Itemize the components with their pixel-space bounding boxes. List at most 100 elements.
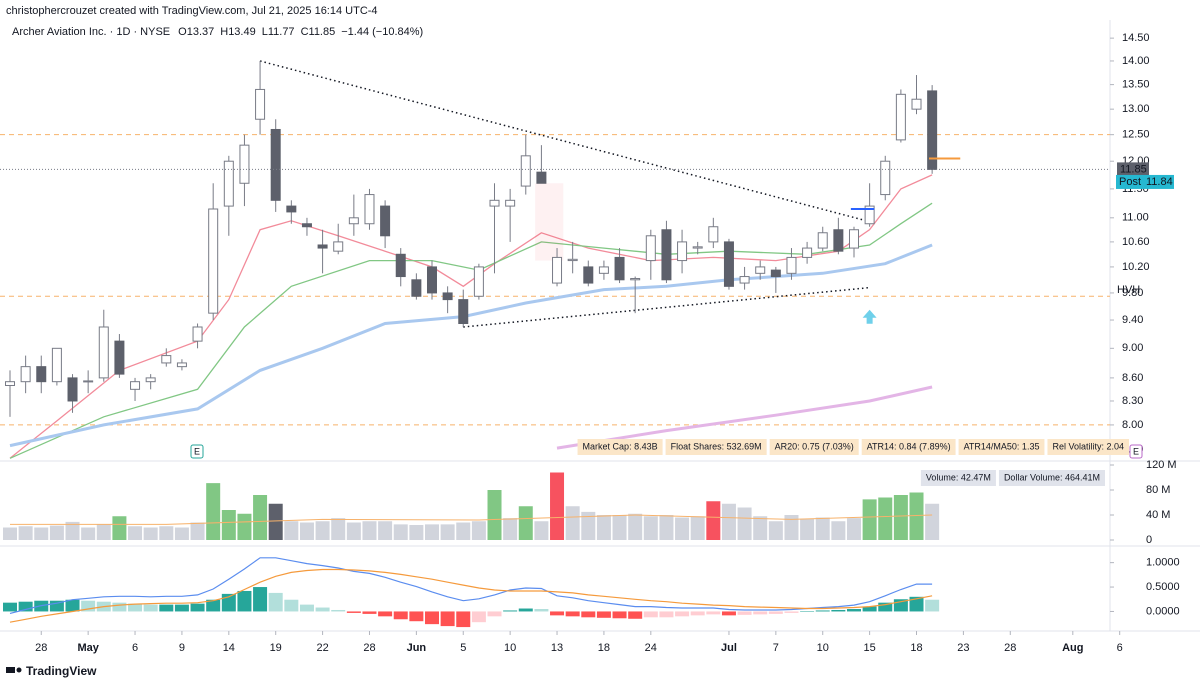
volume-bar bbox=[768, 521, 783, 540]
candle-body bbox=[161, 355, 172, 364]
volume-bar bbox=[503, 518, 518, 540]
x-tick-label: 28 bbox=[35, 642, 47, 654]
candle-body bbox=[661, 229, 672, 281]
volume-bar bbox=[893, 495, 908, 540]
y-tick-label: 9.80 bbox=[1122, 287, 1143, 299]
candle-body bbox=[739, 276, 750, 284]
y-tick-label: 14.00 bbox=[1122, 55, 1150, 67]
macd-histogram-bar bbox=[862, 606, 877, 612]
candle-body bbox=[239, 144, 250, 184]
legend-text: L bbox=[262, 26, 268, 38]
volume-bar bbox=[253, 495, 268, 540]
macd-histogram-bar bbox=[284, 599, 299, 612]
x-tick-label: 5 bbox=[460, 642, 466, 654]
candle-body bbox=[536, 171, 547, 184]
volume-bar bbox=[815, 517, 830, 540]
volume-bar bbox=[690, 516, 705, 540]
candle-body bbox=[458, 299, 469, 325]
volume-bar bbox=[596, 515, 611, 540]
volume-bar bbox=[628, 513, 643, 540]
volume-bar bbox=[721, 503, 736, 540]
macd-histogram-bar bbox=[128, 603, 143, 612]
macd-histogram-bar bbox=[612, 611, 627, 619]
y-tick-label: 13.00 bbox=[1122, 103, 1150, 115]
credit: christophercrouzet created with TradingV… bbox=[6, 5, 378, 17]
candle-body bbox=[364, 194, 375, 225]
x-tick-label: 10 bbox=[817, 642, 829, 654]
volume-bar bbox=[925, 503, 940, 540]
volume-ma bbox=[10, 514, 933, 525]
info-pill-text: ATR14/MA50: 1.35 bbox=[964, 441, 1040, 451]
y-tick-label: 1.0000 bbox=[1146, 557, 1180, 569]
volume-bar bbox=[909, 492, 924, 540]
info-pill-text: AR20: 0.75 (7.03%) bbox=[775, 441, 854, 451]
volume-bar bbox=[518, 506, 533, 540]
volume-bar bbox=[659, 515, 674, 540]
legend-text: 13.49 bbox=[228, 26, 256, 38]
earnings-label: E bbox=[194, 446, 200, 456]
macd-histogram-bar bbox=[737, 611, 752, 615]
volume-bar bbox=[753, 516, 768, 540]
x-tick-label: 24 bbox=[645, 642, 657, 654]
info-pill bbox=[998, 470, 1105, 486]
y-tick-label: 120 M bbox=[1146, 459, 1177, 471]
candle-body bbox=[145, 377, 156, 383]
volume-bar bbox=[534, 521, 549, 540]
x-tick-label: 10 bbox=[504, 642, 516, 654]
macd-histogram-bar bbox=[534, 609, 549, 612]
macd-histogram-bar bbox=[815, 610, 830, 612]
macd-histogram-bar bbox=[299, 604, 314, 612]
legend-text: O bbox=[178, 26, 187, 38]
macd-histogram-bar bbox=[550, 611, 565, 616]
y-tick-label: 11.00 bbox=[1122, 212, 1149, 224]
candle-body bbox=[723, 241, 734, 287]
y-tick-label: 8.60 bbox=[1122, 372, 1143, 384]
signal-line bbox=[9, 568, 933, 623]
volume-bar bbox=[784, 515, 799, 540]
x-tick-label: 14 bbox=[223, 642, 235, 654]
footer: TradingView bbox=[26, 664, 97, 678]
macd-histogram-bar bbox=[190, 603, 205, 612]
candle-body bbox=[51, 347, 62, 383]
x-tick-label: 18 bbox=[598, 642, 610, 654]
volume-bar bbox=[81, 527, 96, 540]
macd-histogram-bar bbox=[112, 602, 127, 612]
macd-histogram-bar bbox=[409, 611, 424, 622]
macd-histogram-bar bbox=[393, 611, 408, 620]
x-tick-label: 23 bbox=[957, 642, 969, 654]
macd-histogram-bar bbox=[925, 599, 940, 612]
macd-histogram-bar bbox=[253, 587, 268, 612]
volume-bar bbox=[424, 524, 439, 540]
macd-histogram-bar bbox=[628, 611, 643, 619]
volume-bar bbox=[159, 526, 174, 540]
macd-histogram-bar bbox=[596, 611, 611, 618]
volume-bar bbox=[612, 515, 627, 540]
candle-body bbox=[489, 199, 500, 207]
macd-histogram-bar bbox=[659, 611, 674, 618]
candle-body bbox=[911, 98, 922, 110]
candle-body bbox=[348, 217, 359, 225]
post-label: Post bbox=[1119, 176, 1141, 188]
macd-histogram-bar bbox=[268, 592, 283, 612]
x-tick-label: 6 bbox=[132, 642, 138, 654]
moving-average bbox=[9, 174, 933, 459]
info-pill-text: Dollar Volume: 464.41M bbox=[1004, 472, 1100, 482]
macd-histogram-bar bbox=[753, 611, 768, 615]
arrow-icon bbox=[862, 309, 877, 324]
y-tick-label: 0.0000 bbox=[1146, 605, 1180, 617]
volume-bar bbox=[96, 524, 111, 540]
legend-text: H bbox=[220, 26, 228, 38]
macd-histogram-bar bbox=[690, 611, 705, 616]
volume-bar bbox=[268, 503, 283, 540]
info-pill bbox=[665, 439, 767, 455]
volume-bar bbox=[128, 526, 143, 540]
macd-histogram-bar bbox=[800, 611, 815, 612]
candle-body bbox=[755, 266, 766, 274]
macd-line bbox=[9, 557, 933, 614]
x-tick-label: 7 bbox=[773, 642, 779, 654]
candle-body bbox=[411, 279, 422, 297]
volume-bar bbox=[299, 522, 314, 540]
info-pill-text: Float Shares: 532.69M bbox=[671, 441, 762, 451]
volume-bar bbox=[643, 516, 658, 540]
